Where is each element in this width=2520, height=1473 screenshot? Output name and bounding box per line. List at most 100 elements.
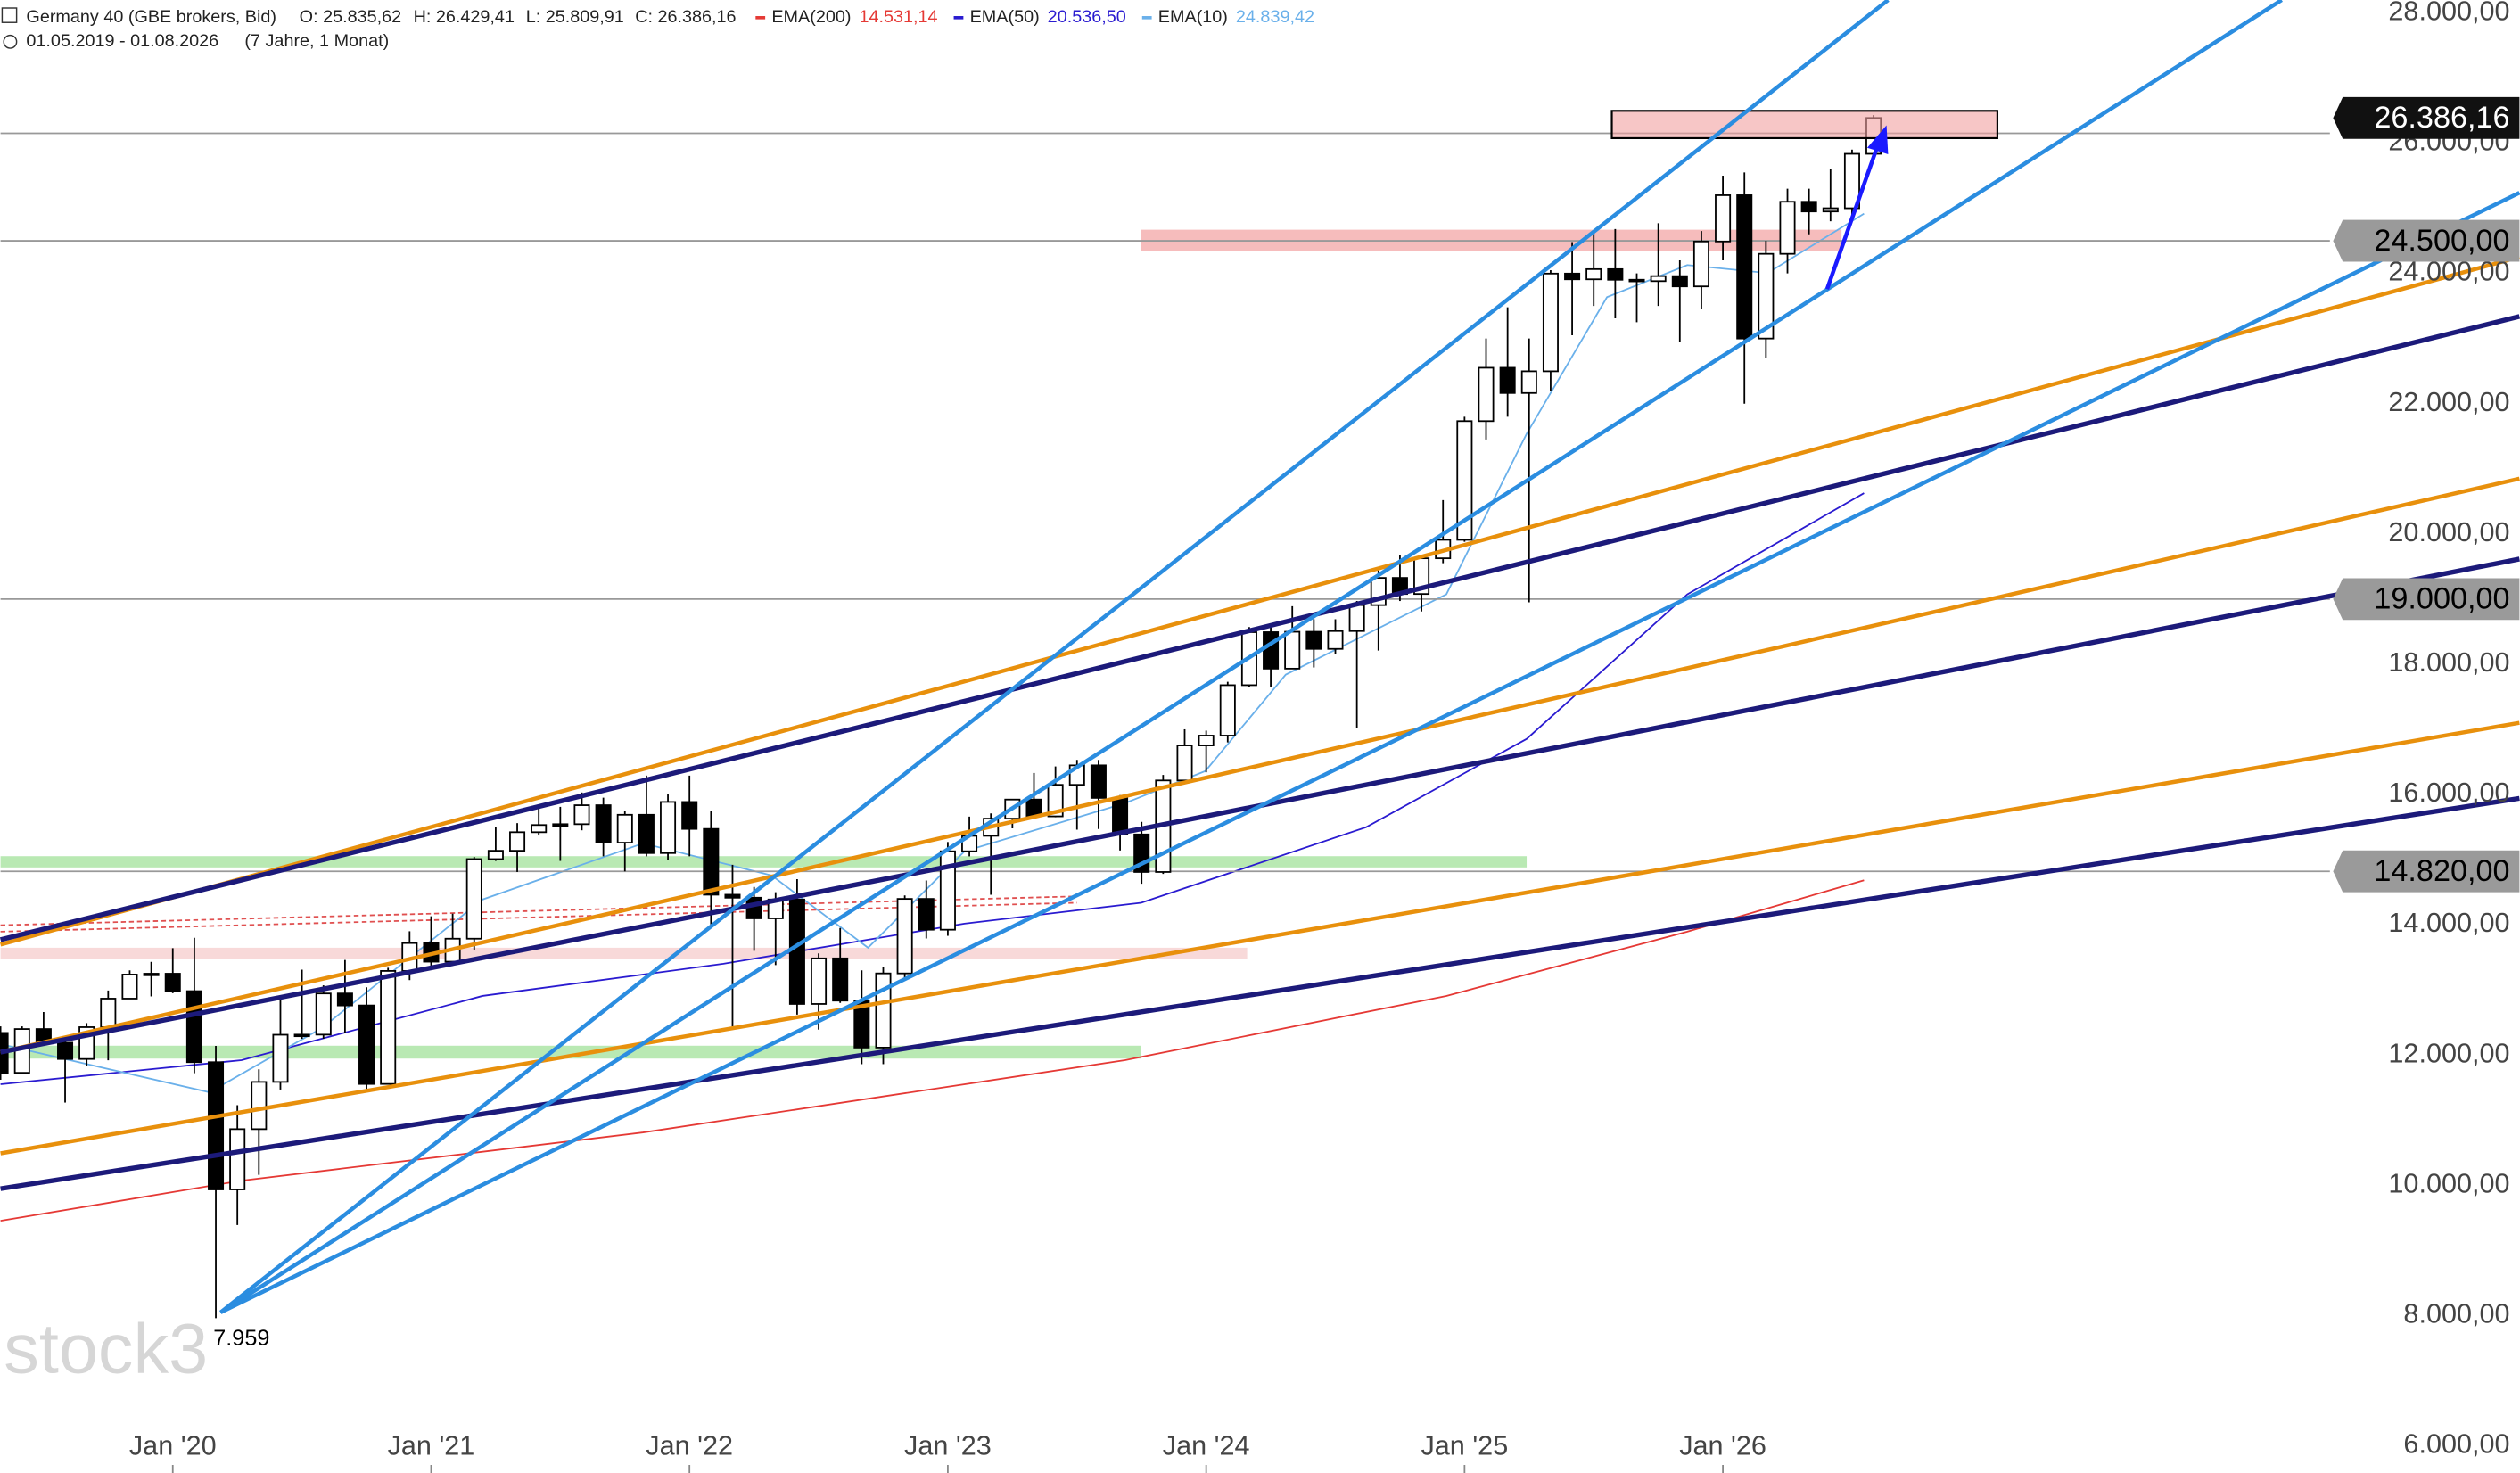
- candle-body: [1499, 366, 1516, 394]
- candle-body: [1198, 735, 1215, 746]
- legend-swatch: [1141, 16, 1152, 20]
- target-zone: [1610, 110, 1998, 140]
- watermark: stock3: [4, 1309, 208, 1388]
- candle-body: [1348, 604, 1365, 632]
- candle-body: [681, 801, 698, 830]
- candle-body: [1305, 630, 1322, 650]
- indicator-legend: EMA(200) 14.531,14 EMA(50) 20.536,50 EMA(10)…: [755, 7, 1314, 27]
- y-tick-label: 22.000,00: [2388, 387, 2509, 417]
- dashed-line: [0, 901, 1077, 933]
- y-tick-label: 10.000,00: [2388, 1168, 2509, 1198]
- candle-body: [1478, 366, 1495, 423]
- candle-body: [788, 898, 805, 1005]
- candle-body: [1758, 252, 1775, 340]
- icon: [1, 7, 18, 23]
- candle-body: [1520, 370, 1537, 394]
- level-label: 26.386,16: [2374, 101, 2509, 135]
- level-box: [2333, 578, 2520, 621]
- candle-body: [1542, 272, 1559, 373]
- candle-body: [832, 957, 849, 1002]
- y-tick-label: 16.000,00: [2388, 778, 2509, 808]
- legend-name: EMA(10): [1158, 7, 1228, 27]
- candle-body: [1047, 784, 1064, 818]
- resistance-zone: [0, 947, 1248, 959]
- legend-value: 14.531,14: [859, 7, 937, 27]
- candle-body: [1327, 630, 1344, 650]
- legend-value: 24.839,42: [1236, 7, 1314, 27]
- title: Germany 40 (GBE brokers, Bid): [26, 7, 276, 27]
- y-tick-label: 14.000,00: [2388, 908, 2509, 938]
- candle-body: [1112, 796, 1129, 835]
- candle-body: [616, 813, 633, 843]
- candle-body: [293, 1033, 310, 1038]
- candle-body: [1263, 631, 1280, 670]
- legend-swatch: [953, 16, 964, 20]
- date-range: 01.05.2019 - 01.08.2026: [26, 31, 218, 51]
- candle-body: [1607, 267, 1624, 281]
- candle-body: [1284, 630, 1301, 670]
- x-tick-label: Jan '23: [904, 1430, 992, 1461]
- axes: 6.000,00 8.000,00 10.000,00 12.000,00 14.000…: [129, 0, 2520, 1473]
- arrow: [1824, 146, 1879, 291]
- candle-body: [185, 990, 202, 1064]
- x-tick-label: Jan '25: [1421, 1430, 1508, 1461]
- candle-body: [1176, 745, 1193, 782]
- candle-body: [660, 801, 677, 854]
- low: L: 25.809,91: [526, 7, 624, 27]
- candle-body: [1715, 194, 1732, 243]
- y-tick-label: 20.000,00: [2388, 517, 2509, 547]
- level-box: [2333, 219, 2520, 262]
- levels: [0, 240, 2330, 873]
- candle-body: [121, 974, 138, 1000]
- high: H: 26.429,41: [414, 7, 515, 27]
- ema-10: [0, 212, 1865, 1093]
- candle-body: [918, 898, 935, 931]
- x-tick-label: Jan '26: [1679, 1430, 1766, 1461]
- orange-trendlines: [0, 255, 2520, 1156]
- y-tick-label: 18.000,00: [2388, 647, 2509, 678]
- candle-body: [487, 850, 504, 860]
- candle-body: [164, 973, 181, 992]
- close: C: 26.386,16: [635, 7, 736, 27]
- open: O: 25.835,62: [300, 7, 401, 27]
- candle-body: [939, 850, 956, 931]
- x-tick-label: Jan '24: [1163, 1430, 1250, 1461]
- clock-icon: [3, 34, 18, 49]
- candle-body: [811, 957, 828, 1005]
- legend-swatch: [755, 16, 766, 20]
- level-label: 24.500,00: [2374, 224, 2509, 258]
- level-label: 19.000,00: [2374, 582, 2509, 616]
- x-tick-label: Jan '21: [388, 1430, 475, 1461]
- y-tick-label: 8.000,00: [2403, 1299, 2509, 1329]
- dashed-line: [0, 895, 1077, 926]
- candle-body: [1843, 152, 1860, 210]
- candle-body: [1219, 684, 1236, 736]
- level-box: [2333, 850, 2520, 893]
- candle-body: [465, 858, 482, 940]
- candle-body: [1585, 267, 1602, 281]
- candle-body: [315, 992, 332, 1036]
- candle-body: [1628, 278, 1645, 283]
- candle-body: [595, 804, 612, 843]
- candle-body: [1090, 764, 1107, 799]
- candle-body: [358, 1004, 375, 1085]
- candle-body: [552, 823, 569, 827]
- zones: stock3: [0, 132, 2330, 1388]
- candle-body: [509, 831, 526, 852]
- candle-body: [100, 998, 117, 1028]
- drawings: 7.959 Germany 40 (GBE brokers, Bid) O: 2…: [0, 0, 2520, 1351]
- candle-body: [143, 973, 160, 976]
- candle-body: [1456, 420, 1473, 541]
- candle-body: [1800, 201, 1817, 213]
- blue-trendlines: [219, 0, 2520, 1314]
- candle-body: [1564, 272, 1581, 281]
- arrow-head: [1866, 125, 1889, 154]
- candle-body: [896, 898, 913, 975]
- candle-body: [1650, 275, 1667, 283]
- level-box: [2333, 96, 2520, 139]
- candle-body: [380, 970, 397, 1085]
- candle-body: [208, 1061, 225, 1190]
- legend-value: 20.536,50: [1048, 7, 1126, 27]
